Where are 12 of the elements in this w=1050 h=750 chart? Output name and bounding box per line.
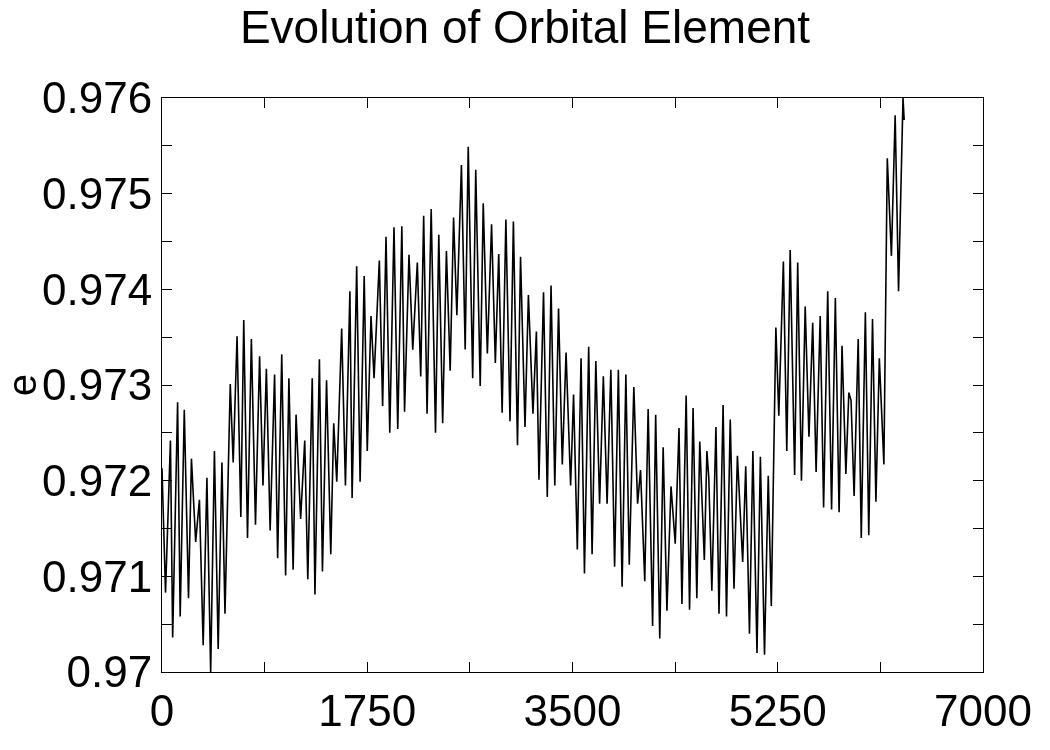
chart-title: Evolution of Orbital Element [239, 1, 811, 54]
y-tick-label: 0.973 [42, 360, 153, 410]
y-tick-label: 0.972 [42, 456, 153, 506]
y-axis-title: e [0, 373, 44, 397]
y-tick-label: 0.976 [42, 73, 153, 123]
y-tick-label: 0.971 [42, 551, 153, 601]
x-tick-label: 5250 [728, 685, 827, 735]
y-tick-label: 0.975 [42, 169, 153, 219]
y-tick-label: 0.974 [42, 264, 153, 314]
x-tick-label: 3500 [523, 685, 622, 735]
x-tick-label: 1750 [318, 685, 417, 735]
x-tick-label: 7000 [934, 685, 1032, 735]
